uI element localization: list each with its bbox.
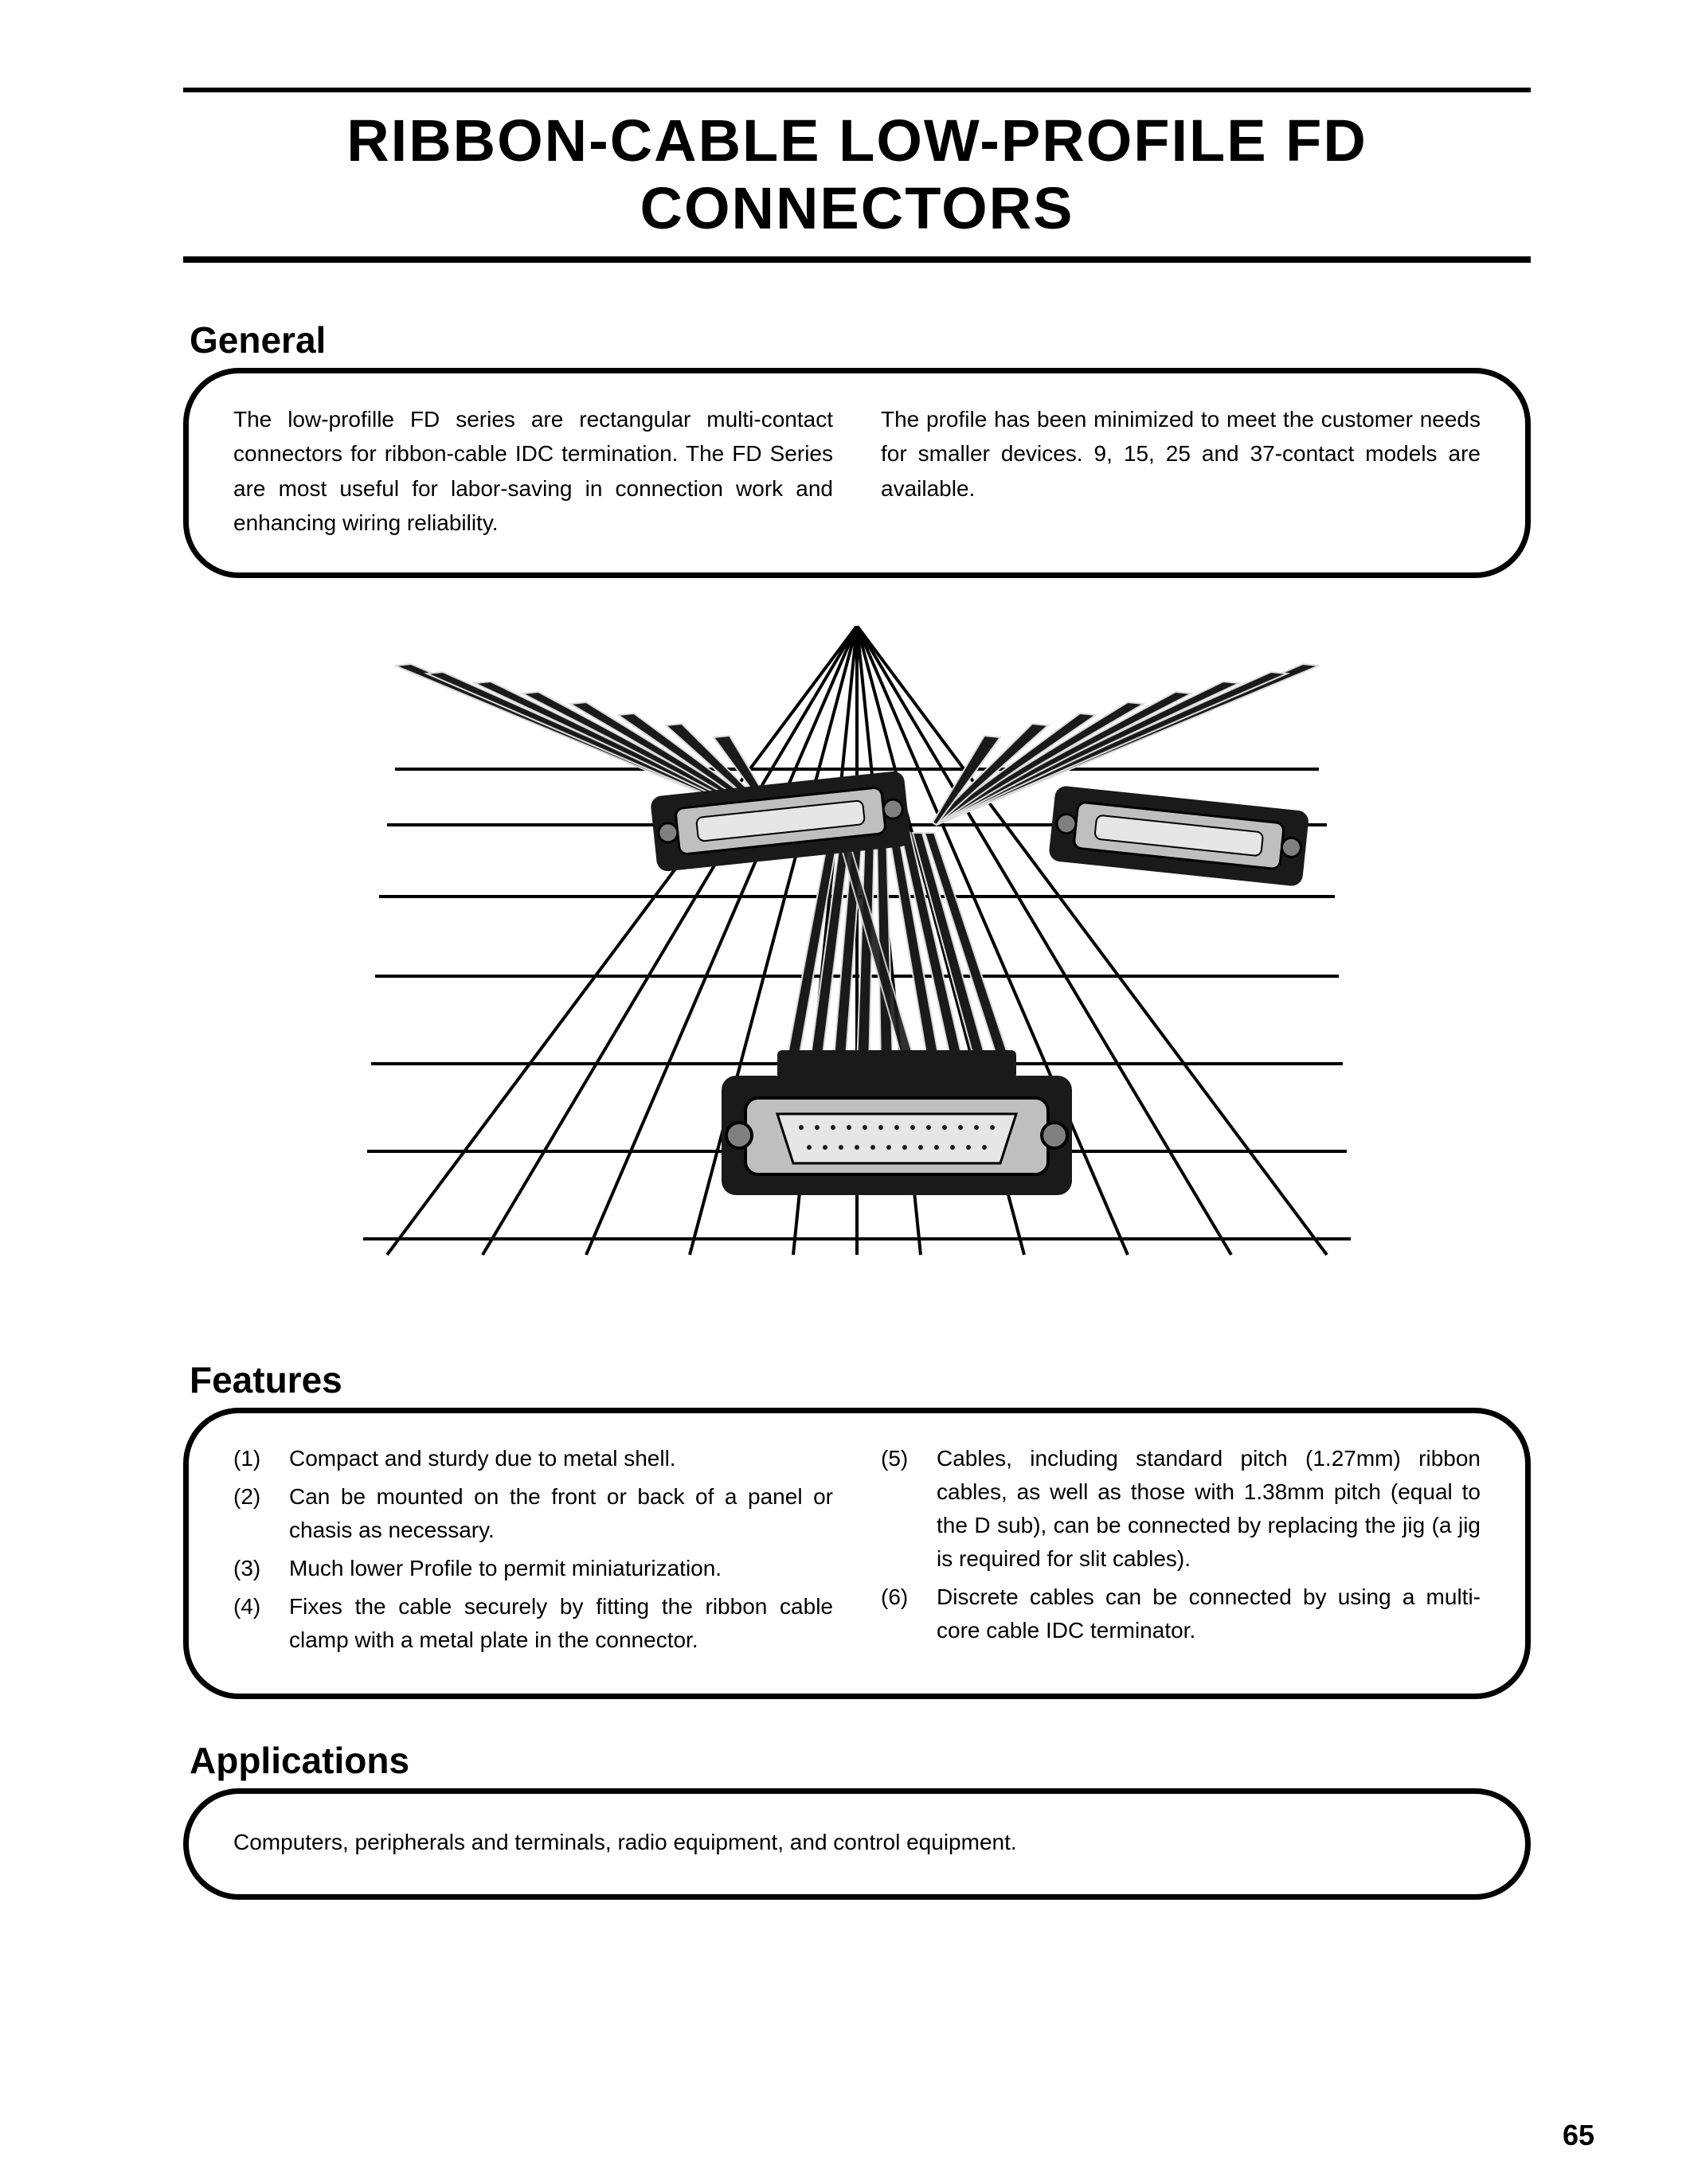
feature-text: Discrete cables can be connected by usin… [937,1580,1481,1647]
applications-capsule: Computers, peripherals and terminals, ra… [183,1788,1531,1900]
datasheet-page: RIBBON-CABLE LOW-PROFILE FD CONNECTORS G… [0,0,1690,2184]
features-col-right: (5) Cables, including standard pitch (1.… [881,1442,1481,1662]
feature-num: (3) [233,1552,278,1585]
general-capsule: The low-profille FD series are rectangul… [183,368,1531,578]
page-title: RIBBON-CABLE LOW-PROFILE FD CONNECTORS [183,107,1531,242]
feature-item: (6) Discrete cables can be connected by … [881,1580,1481,1647]
feature-text: Cables, including standard pitch (1.27mm… [937,1442,1481,1576]
general-col-1: The low-profille FD series are rectangul… [233,402,833,541]
rule-bottom [183,256,1531,263]
feature-item: (2) Can be mounted on the front or back … [233,1480,833,1547]
feature-text: Fixes the cable securely by fitting the … [289,1590,833,1657]
feature-num: (1) [233,1442,278,1475]
applications-text: Computers, peripherals and terminals, ra… [233,1826,1481,1859]
feature-num: (5) [881,1442,925,1576]
feature-item: (5) Cables, including standard pitch (1.… [881,1442,1481,1576]
feature-item: (3) Much lower Profile to permit miniatu… [233,1552,833,1585]
connector-illustration [363,626,1351,1287]
feature-item: (4) Fixes the cable securely by fitting … [233,1590,833,1657]
heading-general: General [190,318,1531,361]
feature-text: Can be mounted on the front or back of a… [289,1480,833,1547]
feature-num: (2) [233,1480,278,1547]
features-col-left: (1) Compact and sturdy due to metal shel… [233,1442,833,1662]
feature-text: Much lower Profile to permit miniaturiza… [289,1552,722,1585]
feature-num: (4) [233,1590,278,1657]
heading-features: Features [190,1358,1531,1401]
heading-applications: Applications [190,1739,1531,1782]
feature-num: (6) [881,1580,925,1647]
general-col-2: The profile has been minimized to meet t… [881,402,1481,541]
product-figure [363,626,1351,1287]
features-capsule: (1) Compact and sturdy due to metal shel… [183,1408,1531,1699]
feature-item: (1) Compact and sturdy due to metal shel… [233,1442,833,1475]
feature-text: Compact and sturdy due to metal shell. [289,1442,676,1475]
rule-top [183,88,1531,92]
page-number: 65 [1563,2119,1594,2152]
